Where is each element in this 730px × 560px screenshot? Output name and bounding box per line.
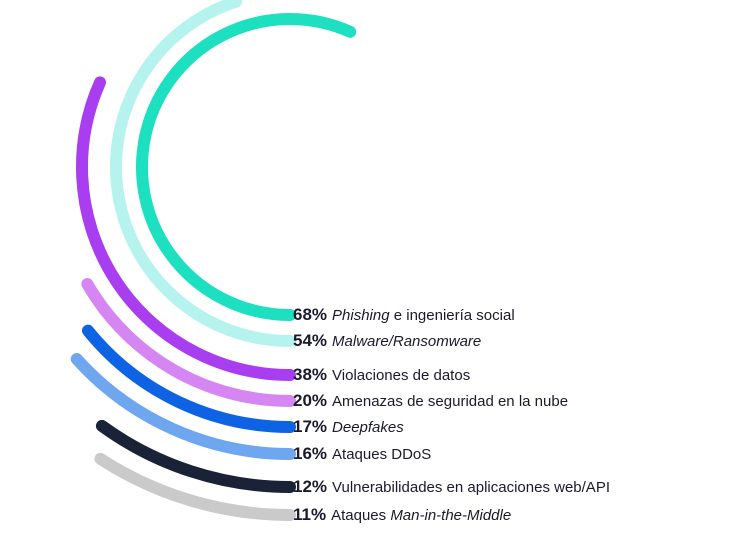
arc-series-2 <box>110 0 296 347</box>
category-label: Malware/Ransomware <box>332 333 481 350</box>
value-label: 11% <box>293 505 327 524</box>
category-label: Ataques DDoS <box>332 446 431 463</box>
value-label: 54% <box>293 331 328 350</box>
label-row-7: 12% Vulnerabilidades en aplicaciones web/… <box>293 475 610 499</box>
label-row-8: 11% Ataques Man-in-the-Middle <box>293 503 511 527</box>
category-label-part: Phishing <box>332 307 390 324</box>
label-row-6: 16% Ataques DDoS <box>293 442 431 466</box>
category-label-part: Ataques DDoS <box>332 446 432 463</box>
category-label-part: e ingeniería social <box>389 307 515 324</box>
category-label: Violaciones de datos <box>332 367 470 384</box>
arc-series-1 <box>135 13 357 321</box>
value-label: 17% <box>293 417 328 436</box>
value-label: 12% <box>293 477 328 496</box>
arc-series-6 <box>70 353 296 460</box>
label-row-2: 54% Malware/Ransomware <box>293 329 481 353</box>
label-row-4: 20% Amenazas de seguridad en la nube <box>293 389 568 413</box>
arc-series-8 <box>94 452 296 521</box>
category-label: Phishing e ingeniería social <box>332 307 515 324</box>
category-label: Amenazas de seguridad en la nube <box>332 393 568 410</box>
category-label-part: Deepfakes <box>332 419 404 436</box>
label-row-1: 68% Phishing e ingeniería social <box>293 303 515 327</box>
value-label: 68% <box>293 305 328 324</box>
arc-series-3 <box>76 76 296 381</box>
category-label: Ataques Man-in-the-Middle <box>331 507 511 524</box>
category-label-part: Violaciones de datos <box>332 367 471 384</box>
value-label: 38% <box>293 365 328 384</box>
category-label: Vulnerabilidades en aplicaciones web/API <box>332 479 610 496</box>
category-label-part: Ataques <box>331 507 391 524</box>
category-label-part: Amenazas de seguridad en la nube <box>332 393 569 410</box>
label-row-3: 38% Violaciones de datos <box>293 363 470 387</box>
category-label-part: Vulnerabilidades en aplicaciones web/API <box>332 479 610 496</box>
category-label-part: Malware/Ransomware <box>332 333 482 350</box>
value-label: 20% <box>293 391 328 410</box>
label-row-5: 17% Deepfakes <box>293 415 404 439</box>
arc-series-5 <box>81 324 296 433</box>
category-label: Deepfakes <box>332 419 404 436</box>
value-label: 16% <box>293 444 328 463</box>
arc-series-4 <box>81 278 296 407</box>
category-label-part: Man-in-the-Middle <box>390 507 512 524</box>
arc-series-7 <box>95 419 296 493</box>
